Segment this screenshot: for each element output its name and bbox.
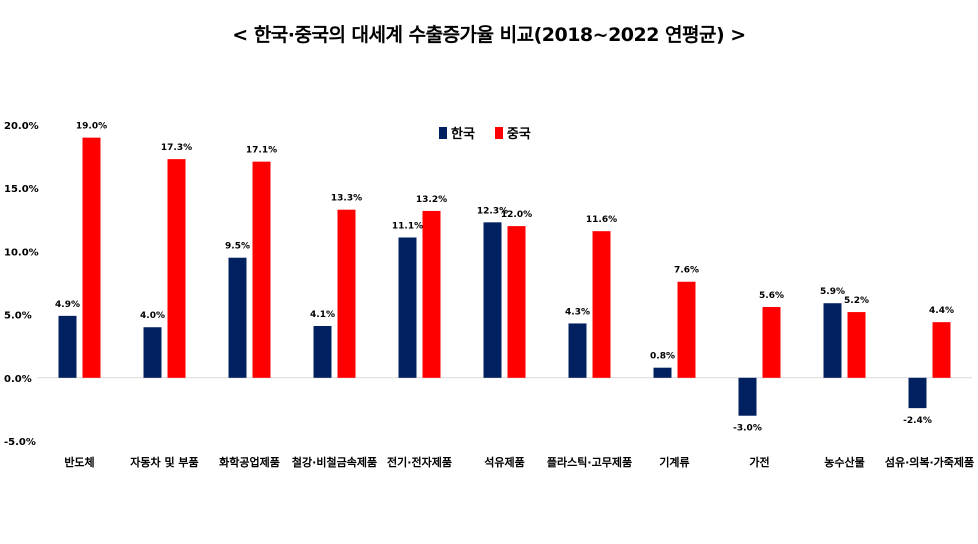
legend-swatch-korea [439, 126, 447, 139]
bar-china [252, 161, 271, 378]
bar-korea [568, 323, 587, 378]
data-label: 0.8% [650, 352, 675, 362]
y-tick-label: 15.0% [4, 184, 39, 195]
x-tick-label: 농수산물 [824, 455, 864, 469]
data-label: 4.3% [565, 307, 590, 317]
bar-china [167, 159, 186, 378]
x-tick-label: 전기·전자제품 [387, 455, 452, 469]
data-label: 11.6% [586, 215, 617, 225]
data-label: 13.3% [331, 194, 362, 204]
bar-korea [483, 222, 502, 378]
y-tick-label: 10.0% [4, 247, 39, 258]
legend-item-china: 중국 [494, 123, 531, 142]
data-label: 4.4% [929, 306, 954, 316]
data-label: 11.1% [392, 221, 423, 231]
data-label: 4.1% [310, 310, 335, 320]
bar-china [82, 137, 101, 378]
data-label: 5.6% [759, 291, 784, 301]
y-tick-label: 0.0% [4, 374, 32, 385]
data-label: 17.3% [161, 143, 192, 153]
bar-korea [738, 377, 757, 416]
x-tick-label: 플라스틱·고무제품 [547, 455, 632, 469]
data-label: 5.9% [820, 287, 845, 297]
y-tick-label: 5.0% [4, 311, 32, 322]
x-tick-label: 기계류 [659, 455, 689, 469]
y-tick-label: -5.0% [4, 437, 36, 448]
data-label: 7.6% [674, 266, 699, 276]
bar-china [677, 281, 696, 378]
bar-china [592, 231, 611, 378]
bar-korea [653, 367, 672, 378]
x-tick-label: 가전 [749, 455, 769, 469]
data-label: -3.0% [733, 424, 762, 434]
legend-item-korea: 한국 [439, 123, 475, 142]
x-tick-label: 섬유·의복·가죽제품 [885, 455, 974, 469]
bar-china [422, 210, 441, 378]
data-label: 4.0% [140, 311, 165, 321]
x-tick-label: 자동차 및 부품 [130, 455, 198, 469]
data-label: 4.9% [55, 300, 80, 310]
data-label: 13.2% [416, 195, 447, 205]
bar-korea [313, 325, 332, 378]
bar-korea [143, 327, 162, 378]
bar-china [762, 307, 781, 378]
bar-china [932, 322, 951, 378]
chart-title: < 한국·중국의 대세계 수출증가율 비교(2018~2022 연평균) > [232, 24, 746, 46]
data-label: 17.1% [246, 146, 277, 156]
y-tick-label: 20.0% [4, 121, 39, 132]
bar-china [847, 312, 866, 378]
x-tick-label: 반도체 [64, 455, 94, 469]
bar-china [507, 226, 526, 378]
data-label: 9.5% [225, 242, 250, 252]
x-tick-label: 화학공업제품 [219, 455, 280, 469]
bar-korea [908, 377, 927, 409]
data-label: 5.2% [844, 296, 869, 306]
legend-label-korea: 한국 [451, 127, 475, 142]
legend-label-china: 중국 [506, 127, 531, 142]
data-label: -2.4% [903, 416, 932, 426]
x-tick-label: 철강·비철금속제품 [292, 455, 377, 469]
bar-korea [398, 237, 417, 378]
x-tick-label: 석유제품 [484, 455, 524, 469]
bar-korea [228, 257, 247, 378]
data-label: 12.3% [477, 206, 508, 216]
legend: 한국 중국 [439, 123, 531, 142]
bar-korea [58, 315, 77, 378]
bar-china [337, 209, 356, 378]
data-label: 12.0% [501, 210, 532, 220]
legend-swatch-china [494, 126, 503, 139]
bar-korea [823, 303, 842, 378]
data-label: 19.0% [76, 122, 107, 132]
